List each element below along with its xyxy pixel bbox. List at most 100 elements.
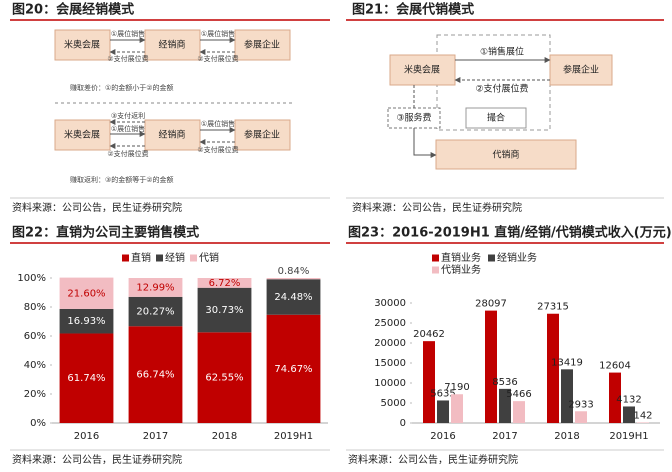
data-label: 12604 — [599, 361, 631, 372]
node-box — [144, 29, 201, 61]
y-tick-label: 15000 — [374, 358, 406, 369]
data-label: 0.84% — [278, 266, 310, 277]
bar — [561, 369, 573, 423]
legend-swatch — [488, 254, 495, 262]
node-box — [54, 119, 111, 151]
source: 资料来源：公司公告，民生证券研究院 — [352, 201, 522, 214]
bar-segment — [197, 332, 252, 423]
edge-label: ②支付展位费 — [475, 83, 528, 95]
bar-segment — [266, 278, 321, 280]
x-tick-label: 2019H1 — [274, 431, 313, 442]
edge-label: ①销售展位 — [480, 46, 524, 58]
legend-label: 代销业务 — [441, 263, 481, 276]
bar-segment — [59, 277, 114, 309]
legend-label: 经销 — [165, 251, 185, 264]
edge-label: ①展位销售 — [111, 124, 145, 133]
legend-swatch — [190, 254, 197, 262]
node-label: 米奥会展 — [64, 39, 100, 51]
arrow — [413, 128, 437, 158]
legend-swatch — [432, 254, 439, 262]
node-box — [54, 29, 111, 61]
data-label: 6.72% — [209, 278, 241, 289]
bar-segment — [197, 278, 252, 288]
edge-label: ②支付展位费 — [197, 54, 238, 63]
bar — [513, 401, 525, 423]
node-label: 经销商 — [158, 39, 185, 51]
figure-21: 图21：会展代销模式 米奥会展 参展企业 代销商 ①销售展位 ②支付展位费 ③服… — [346, 2, 664, 214]
bar — [499, 388, 511, 423]
figure-title: 图20：会展经销模式 — [12, 2, 134, 18]
y-tick-label: 5000 — [381, 398, 406, 409]
x-tick-label: 2016 — [74, 431, 99, 442]
data-label: 27315 — [537, 302, 569, 313]
chart-title: 图23：2016-2019H1 直销/经销/代销模式收入(万元) — [348, 225, 672, 241]
bar — [609, 372, 621, 423]
edge-label: ②支付展位费 — [107, 149, 148, 158]
data-label: 7190 — [444, 382, 469, 393]
bar — [423, 341, 435, 423]
bar — [451, 394, 463, 423]
data-label: 21.60% — [67, 288, 105, 299]
data-label: 74.67% — [274, 364, 312, 375]
node-box — [389, 54, 456, 86]
bar — [575, 411, 587, 423]
source: 资料来源：公司公告，民生证券研究院 — [348, 453, 518, 466]
x-tick-label: 2016 — [430, 431, 455, 442]
edge-label: ①展位销售 — [111, 29, 145, 38]
figure-title: 图21：会展代销模式 — [352, 2, 474, 18]
data-label: 13419 — [551, 357, 583, 368]
y-tick-label: 25000 — [374, 318, 406, 329]
y-tick-label: 10000 — [374, 378, 406, 389]
x-tick-label: 2017 — [492, 431, 517, 442]
node-label: 代销商 — [492, 149, 519, 161]
edge-label: ①展位销售 — [201, 119, 235, 128]
data-label: 28097 — [475, 299, 507, 310]
outline — [436, 34, 551, 131]
data-label: 24.48% — [274, 292, 312, 303]
data-label: 2933 — [568, 399, 593, 410]
legend-label: 直销 — [131, 251, 151, 264]
data-label: 66.74% — [136, 370, 174, 381]
node-label: 参展企业 — [563, 64, 599, 76]
node-label: 参展企业 — [244, 39, 280, 51]
bar-segment — [128, 278, 183, 297]
edge-label: ③服务费 — [396, 112, 431, 124]
legend-swatch — [122, 254, 129, 262]
y-tick-label: 100% — [17, 273, 46, 284]
bar — [623, 406, 635, 423]
data-label: 5466 — [506, 389, 531, 400]
legend-label: 代销 — [199, 251, 219, 264]
node-label: 米奥会展 — [404, 64, 440, 76]
bar-segment — [266, 314, 321, 423]
y-tick-label: 0% — [30, 418, 46, 429]
data-label: 5635 — [430, 388, 455, 399]
data-label: 142 — [633, 410, 652, 421]
bar-segment — [266, 279, 321, 315]
edge-label: ②支付展位费 — [197, 145, 238, 154]
data-label: 12.99% — [136, 282, 174, 293]
data-label: 62.55% — [205, 373, 243, 384]
node-label: 参展企业 — [244, 129, 280, 141]
bar — [637, 422, 649, 423]
bar — [485, 310, 497, 423]
edge-label: ②支付展位费 — [107, 54, 148, 63]
edge-label: 撮合 — [487, 112, 505, 124]
legend-label: 直销业务 — [441, 251, 481, 264]
y-tick-label: 20% — [24, 389, 46, 400]
bar-segment — [128, 296, 183, 327]
data-label: 61.74% — [67, 373, 105, 384]
bar — [437, 400, 449, 423]
chart-title: 图22：直销为公司主要销售模式 — [12, 225, 199, 241]
y-tick-label: 20000 — [374, 338, 406, 349]
node-label: 经销商 — [158, 129, 185, 141]
data-label: 4132 — [616, 394, 641, 405]
x-tick-label: 2019H1 — [609, 431, 648, 442]
node-box — [549, 54, 613, 86]
edge-label: ①展位销售 — [201, 29, 235, 38]
bar-segment — [128, 326, 183, 423]
y-tick-label: 40% — [24, 360, 46, 371]
source: 资料来源：公司公告，民生证券研究院 — [12, 453, 182, 466]
x-tick-label: 2018 — [554, 431, 579, 442]
x-tick-label: 2017 — [143, 431, 168, 442]
